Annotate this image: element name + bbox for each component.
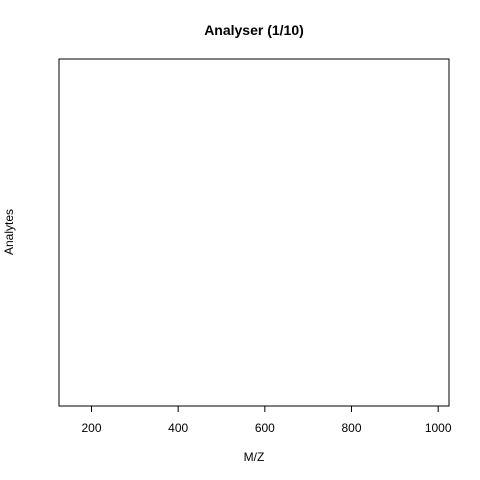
- plot-frame: [58, 58, 450, 407]
- x-tick-label-800: 800: [341, 421, 361, 435]
- x-axis-label: M/Z: [244, 450, 265, 464]
- chart-title: Analyser (1/10): [204, 22, 304, 38]
- x-tick-label-1000: 1000: [425, 421, 452, 435]
- x-tick-label-400: 400: [168, 421, 188, 435]
- y-axis-label: Analytes: [2, 209, 16, 255]
- x-tick-label-200: 200: [81, 421, 101, 435]
- x-tick-label-600: 600: [255, 421, 275, 435]
- x-axis: 200 400 600 800 1000: [81, 406, 452, 435]
